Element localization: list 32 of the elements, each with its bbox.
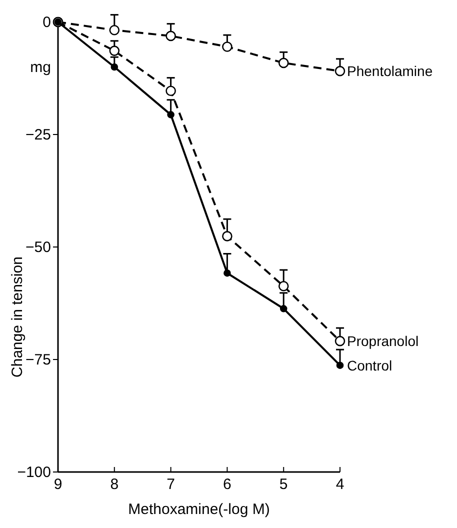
y-tick-label: −75 <box>26 352 51 368</box>
point <box>166 30 176 42</box>
y-tick-label: 0 <box>42 14 51 31</box>
point <box>166 86 176 96</box>
x-tick-label: 7 <box>166 476 175 493</box>
point <box>109 46 120 56</box>
x-axis-title: Methoxamine(-log M) <box>128 501 270 518</box>
x-tick-label: 9 <box>54 476 62 493</box>
point <box>222 42 232 52</box>
point <box>278 58 289 68</box>
y-tick-label: −100 <box>17 464 51 481</box>
point <box>278 281 289 292</box>
series-label: Propranolol <box>347 333 419 350</box>
y-tick-label: −25 <box>26 126 51 144</box>
point <box>224 269 231 277</box>
x-tick-label: 8 <box>110 476 119 493</box>
y-tick-label: −50 <box>26 239 51 256</box>
text: mg <box>30 59 51 76</box>
series-label: Control <box>347 357 392 374</box>
point <box>222 231 232 242</box>
x-tick-label: 6 <box>223 476 232 493</box>
series-label: Phentolamine <box>347 63 433 80</box>
point <box>167 111 174 118</box>
x-tick-label: 5 <box>279 476 288 493</box>
point <box>109 24 120 36</box>
point <box>334 336 346 346</box>
point <box>110 63 118 71</box>
y-axis-title: Change in tension <box>9 256 26 378</box>
point <box>280 305 288 312</box>
point <box>334 66 346 76</box>
point <box>336 362 344 369</box>
x-tick-label: 4 <box>336 476 344 493</box>
